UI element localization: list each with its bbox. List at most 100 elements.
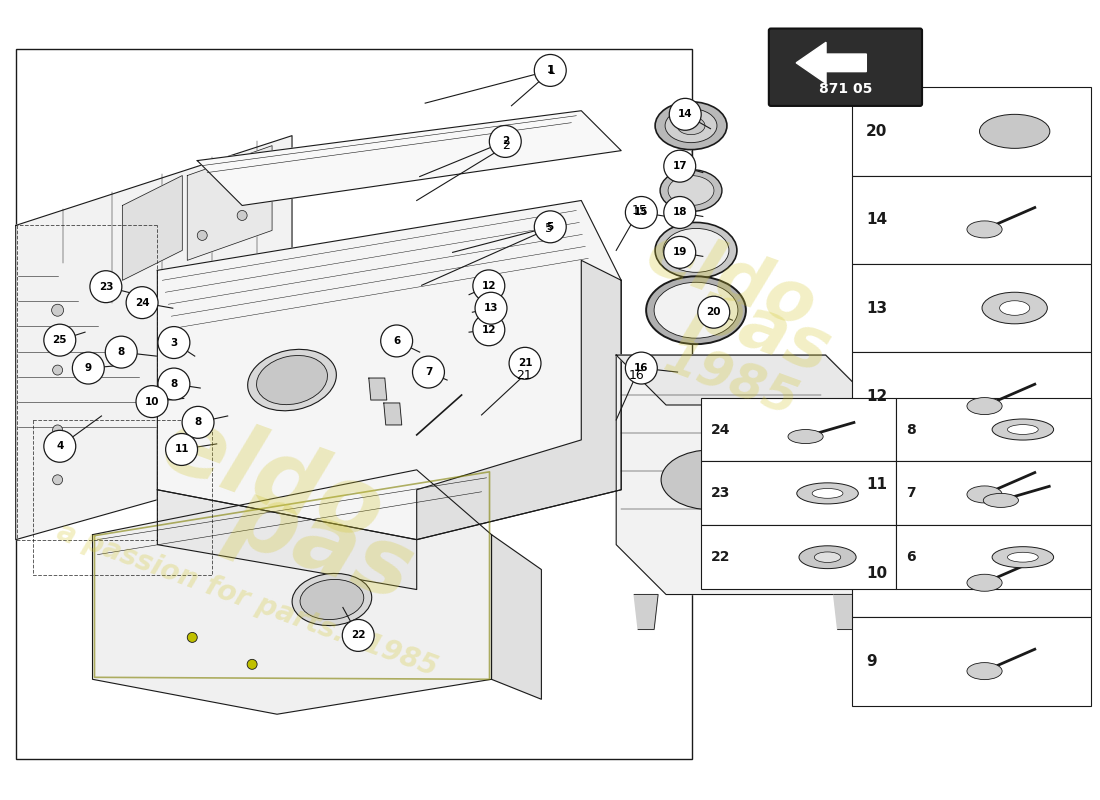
Circle shape [248, 659, 257, 670]
Circle shape [697, 296, 729, 328]
Ellipse shape [661, 450, 761, 510]
Circle shape [197, 230, 207, 240]
Polygon shape [368, 378, 387, 400]
Circle shape [669, 98, 701, 130]
Circle shape [44, 324, 76, 356]
Text: 20: 20 [866, 124, 888, 139]
Text: 8: 8 [906, 422, 915, 437]
Polygon shape [197, 110, 622, 206]
Circle shape [473, 270, 505, 302]
Circle shape [73, 352, 104, 384]
Ellipse shape [967, 486, 1002, 503]
Bar [701, 462, 895, 526]
Ellipse shape [663, 229, 729, 272]
Ellipse shape [293, 574, 372, 626]
Text: 23: 23 [99, 282, 113, 292]
FancyBboxPatch shape [769, 29, 922, 106]
Text: 10: 10 [866, 566, 887, 581]
Bar [701, 398, 895, 462]
Circle shape [136, 386, 168, 418]
Ellipse shape [796, 483, 858, 504]
Text: 3: 3 [170, 338, 177, 347]
Ellipse shape [300, 579, 364, 619]
Circle shape [663, 197, 695, 229]
Circle shape [663, 237, 695, 268]
Text: 12: 12 [482, 281, 496, 291]
Text: 8: 8 [170, 379, 177, 389]
Polygon shape [417, 260, 621, 540]
Polygon shape [616, 355, 876, 594]
Text: 2: 2 [502, 137, 509, 146]
Ellipse shape [668, 175, 714, 206]
Circle shape [535, 211, 566, 242]
Bar [852, 352, 1091, 441]
Ellipse shape [646, 276, 746, 344]
Text: 25: 25 [53, 335, 67, 345]
Text: 14: 14 [866, 212, 887, 227]
Text: 5: 5 [547, 222, 554, 232]
Text: 18: 18 [672, 207, 688, 218]
Text: 17: 17 [672, 161, 688, 171]
Polygon shape [187, 146, 272, 260]
Circle shape [53, 475, 63, 485]
Text: 22: 22 [711, 550, 730, 564]
Ellipse shape [788, 430, 823, 443]
Circle shape [342, 619, 374, 651]
Text: eldo: eldo [637, 218, 825, 342]
Circle shape [473, 314, 505, 346]
Ellipse shape [967, 662, 1002, 680]
Ellipse shape [248, 350, 337, 410]
Text: 16: 16 [628, 369, 643, 382]
Text: 12: 12 [482, 325, 496, 334]
Circle shape [53, 425, 63, 435]
Circle shape [53, 365, 63, 375]
Ellipse shape [814, 552, 840, 562]
Text: 1985: 1985 [658, 334, 804, 426]
Text: 13: 13 [866, 301, 887, 315]
Polygon shape [834, 594, 858, 630]
Polygon shape [122, 175, 183, 280]
Ellipse shape [1000, 301, 1030, 315]
Text: eldo: eldo [148, 398, 395, 562]
Text: pas: pas [682, 274, 840, 387]
Text: 1: 1 [547, 66, 554, 75]
Bar [895, 398, 1091, 462]
Text: 16: 16 [634, 363, 649, 373]
Ellipse shape [967, 221, 1002, 238]
Polygon shape [635, 594, 658, 630]
Circle shape [44, 430, 76, 462]
Ellipse shape [799, 546, 856, 569]
Bar [852, 529, 1091, 618]
Ellipse shape [656, 222, 737, 278]
Polygon shape [92, 470, 492, 714]
Bar [895, 526, 1091, 589]
Circle shape [490, 126, 521, 158]
Text: 15: 15 [634, 207, 649, 218]
Bar [895, 462, 1091, 526]
Polygon shape [384, 403, 402, 425]
Circle shape [187, 633, 197, 642]
Text: 11: 11 [866, 478, 887, 492]
Ellipse shape [992, 546, 1054, 568]
Polygon shape [616, 355, 876, 405]
Text: 871 05: 871 05 [818, 82, 872, 96]
Text: 20: 20 [706, 307, 721, 318]
Circle shape [412, 356, 444, 388]
Text: 23: 23 [711, 486, 730, 500]
Polygon shape [157, 201, 621, 540]
Circle shape [158, 368, 190, 400]
Circle shape [381, 325, 412, 357]
Bar [852, 175, 1091, 264]
Circle shape [626, 352, 658, 384]
Circle shape [509, 347, 541, 379]
Text: 22: 22 [351, 630, 365, 641]
Bar [852, 264, 1091, 352]
Circle shape [238, 210, 248, 221]
Circle shape [126, 286, 158, 318]
Ellipse shape [656, 102, 727, 150]
Text: 13: 13 [484, 303, 498, 314]
Polygon shape [492, 534, 541, 699]
Bar [15, 49, 692, 759]
Text: 7: 7 [425, 367, 432, 377]
Text: 21: 21 [517, 369, 532, 382]
